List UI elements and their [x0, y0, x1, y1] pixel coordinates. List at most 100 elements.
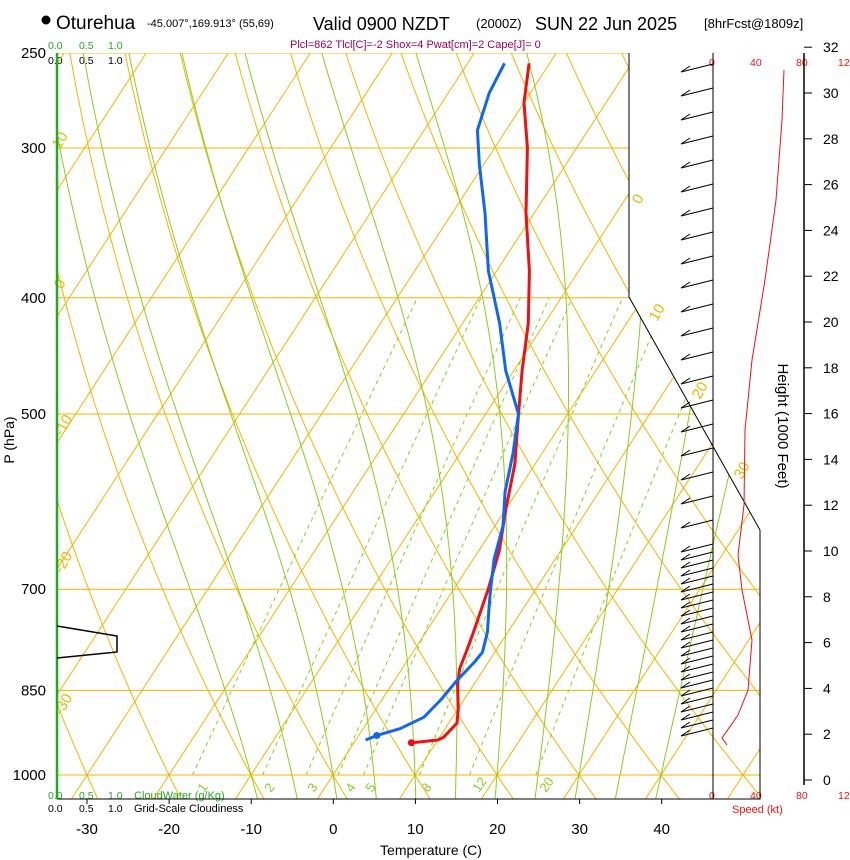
p-tick-label: 400 [21, 290, 46, 307]
isotherm-label: 10 [49, 129, 72, 152]
moist-adiabat [520, 53, 569, 799]
height-tick-label: 26 [823, 177, 839, 193]
wind-barb-icon [680, 135, 714, 145]
speed-bottom-label-3: 12 [838, 790, 850, 802]
mixing-ratio-line [363, 297, 573, 776]
dry-adiabat [611, 53, 760, 799]
station-coords: -45.007°,169.913° (55,69) [147, 18, 274, 30]
height-tick-label: 16 [823, 406, 839, 422]
cloudiness-bottom-label-0: 0.0 [48, 803, 63, 815]
wind-barb-icon [680, 631, 714, 641]
isotherm-line [480, 53, 760, 799]
isotherm-labels: 10 0 -10 -20 -30 0 10 20 30 [49, 129, 754, 718]
wind-barb-icon [680, 551, 714, 561]
p-tick-labels: 250 300 400 500 700 850 1000 [13, 45, 46, 784]
cloudiness-profile [56, 625, 118, 659]
mixing-ratio-label: 2 [261, 780, 277, 795]
wind-barb-icon [680, 351, 714, 361]
y-axis-title: P (hPa) [1, 416, 17, 463]
wind-barb-icon [680, 687, 714, 697]
p-tick-label: 300 [21, 140, 46, 157]
wind-barb-icon [680, 703, 714, 713]
isotherm-label: 20 [689, 379, 712, 402]
moist-adiabat [315, 53, 458, 799]
valid-date: SUN 22 Jun 2025 [535, 14, 677, 34]
height-tick-label: 12 [823, 497, 839, 513]
dry-adiabat [502, 53, 760, 799]
cloud-top-label-2: 1.0 [108, 40, 123, 52]
temperature-line [411, 63, 531, 745]
isotherm-line [57, 53, 311, 799]
wind-barb-icon [680, 447, 714, 457]
x-tick-label: -30 [76, 821, 98, 838]
height-tick-label: 20 [823, 314, 839, 330]
speed-top-label-0: 0 [709, 57, 715, 69]
mixing-ratio-label: 20 [536, 774, 557, 794]
wind-barb-icon [680, 207, 714, 217]
mixing-ratio-line [337, 297, 550, 776]
speed-bottom-label-2: 80 [796, 790, 808, 802]
wind-barb-icon [680, 543, 714, 553]
wind-barb-icon [680, 719, 714, 729]
wind-barb-icon [680, 575, 714, 585]
moist-adiabat [408, 53, 508, 799]
wind-barb-icon [680, 639, 714, 649]
dry-adiabat [283, 53, 681, 799]
wind-barb-icon [680, 327, 714, 337]
x-tick-label: 0 [329, 821, 337, 838]
height-tick-label: 22 [823, 268, 839, 284]
station-marker-icon [41, 15, 51, 25]
cloudiness-label: Grid-Scale Cloudiness [134, 803, 244, 815]
valid-zulu: (2000Z) [476, 16, 522, 31]
wind-barb-icon [680, 623, 714, 633]
wind-barb-icon [680, 303, 714, 313]
isotherm-line [316, 53, 760, 799]
x-tick-labels: -30 -20 -10 0 10 20 30 40 [76, 821, 670, 838]
mixing-ratio-label: 3 [304, 780, 320, 795]
moist-adiabat [57, 53, 259, 799]
surface-dewpoint-marker [373, 732, 381, 740]
sounding-series [365, 62, 531, 747]
isotherm-label: -20 [51, 549, 77, 576]
valid-time: Valid 0900 NZDT [313, 14, 450, 34]
isotherm-line [57, 53, 393, 799]
wind-barb-icon [680, 655, 714, 665]
height-tick-label: 28 [823, 131, 839, 147]
dewpoint-line [365, 62, 520, 742]
wind-barb-icon [680, 159, 714, 169]
mixing-ratio-label: 12 [469, 774, 490, 794]
wind-barb-icon [680, 255, 714, 265]
mixing-ratio-line [192, 297, 418, 776]
dry-adiabat [447, 53, 760, 799]
wind-barb-icon [680, 519, 714, 529]
wind-barb-icon [680, 711, 714, 721]
isotherm-line [70, 53, 557, 799]
speed-bottom-label-1: 40 [750, 790, 762, 802]
isotherm-label: 30 [731, 459, 754, 482]
cloud-bottom-label-1: 0.5 [79, 790, 94, 802]
height-tick-label: 6 [823, 635, 831, 651]
cloudiness-top-label-2: 1.0 [108, 55, 123, 67]
wind-barb-icon [680, 559, 714, 569]
height-axis-title: Height (1000 Feet) [774, 363, 791, 488]
cloud-top-label-1: 0.5 [79, 40, 94, 52]
wind-barb-icon [680, 375, 714, 385]
dry-adiabat [174, 53, 515, 799]
dry-adiabat [0, 32, 15, 801]
wind-barb-icon [680, 183, 714, 193]
x-tick-label: 30 [571, 821, 588, 838]
wind-barb-icon [680, 111, 714, 121]
cloud-top-label-0: 0.0 [48, 40, 63, 52]
p-tick-label: 500 [21, 406, 46, 423]
wind-barb-icon [680, 279, 714, 289]
cloudiness-top-label-1: 0.5 [79, 55, 94, 67]
dry-adiabat [57, 53, 266, 799]
wind-barb-icon [680, 423, 714, 433]
wind-barb-icon [680, 591, 714, 601]
dry-adiabat [120, 53, 432, 799]
x-tick-label: 20 [489, 821, 506, 838]
wind-speed-profile [721, 69, 785, 746]
mixing-ratio-line [535, 297, 728, 776]
wind-barb-icon [680, 399, 714, 409]
cloudiness-bottom-label-2: 1.0 [108, 803, 123, 815]
